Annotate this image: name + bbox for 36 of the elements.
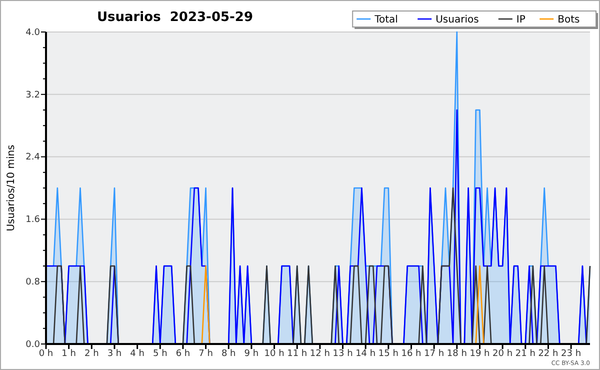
x-tick-label: 10 h <box>264 349 284 359</box>
x-tick-label: 23 h <box>561 349 582 359</box>
x-tick-label: 1 h <box>62 349 76 359</box>
x-tick-label: 13 h <box>332 349 353 359</box>
x-tick-label: 14 h <box>356 349 376 359</box>
y-tick-label: 2.4 <box>26 152 40 163</box>
x-tick-label: 3 h <box>107 349 122 359</box>
x-tick-label: 22 h <box>538 349 558 359</box>
x-tick-label: 19 h <box>470 349 490 359</box>
x-tick-label: 18 h <box>446 349 467 359</box>
y-tick-label: 0.8 <box>26 277 40 288</box>
x-tick-label: 0 h <box>38 349 54 359</box>
x-tick-label: 16 h <box>401 349 422 359</box>
chart-title: Usuarios 2023-05-29 <box>96 10 254 25</box>
x-tick-label: 11 h <box>287 349 308 359</box>
legend-label: Total <box>374 14 398 26</box>
x-tick-label: 2 h <box>84 349 99 359</box>
x-tick-label: 5 h <box>152 349 168 359</box>
y-tick-label: 3.2 <box>26 90 40 100</box>
legend-label: IP <box>516 14 526 26</box>
x-tick-label: 15 h <box>378 349 398 359</box>
x-tick-label: 7 h <box>198 349 213 359</box>
y-axis-title: Usuarios/10 mins <box>6 144 17 232</box>
x-tick-label: 9 h <box>244 349 259 359</box>
legend-label: Bots <box>558 14 580 26</box>
y-tick-label: 0.0 <box>26 340 40 350</box>
y-tick-label: 4.0 <box>26 28 40 38</box>
x-tick-label: 8 h <box>221 349 236 359</box>
x-tick-label: 17 h <box>424 349 444 359</box>
x-tick-label: 4 h <box>130 349 144 359</box>
x-tick-label: 21 h <box>515 349 536 359</box>
legend-label: Usuarios <box>436 14 479 26</box>
x-tick-label: 20 h <box>492 349 513 359</box>
x-tick-label: 6 h <box>176 349 190 359</box>
y-tick-label: 1.6 <box>26 215 40 226</box>
x-tick-label: 12 h <box>310 349 330 359</box>
